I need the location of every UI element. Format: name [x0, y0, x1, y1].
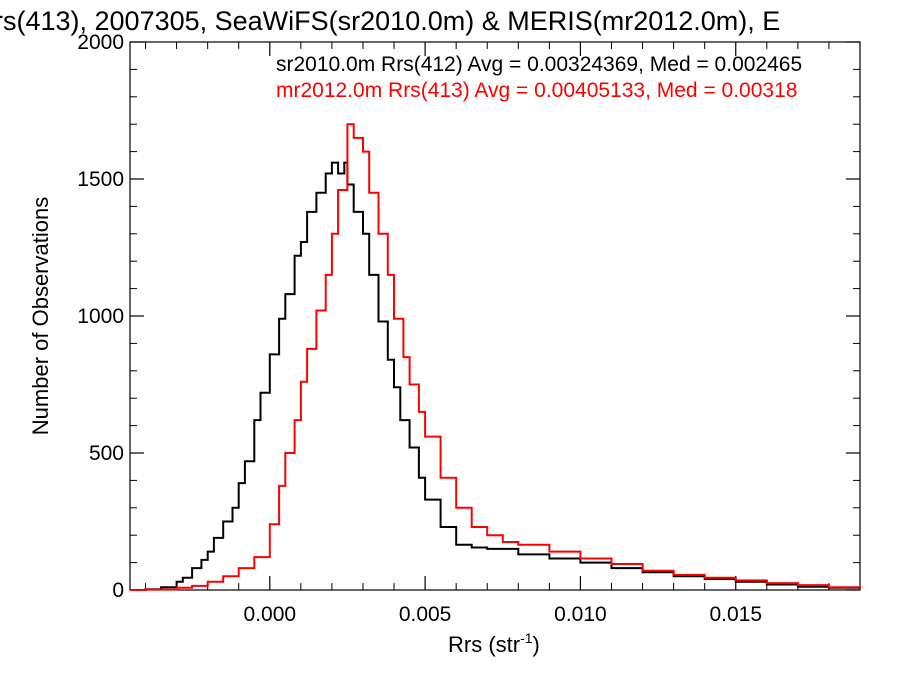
- legend-entry-series-2: mr2012.0m Rrs(413) Avg = 0.00405133, Med…: [276, 79, 797, 102]
- chart-title: rs(413), 2007305, SeaWiFS(sr2010.0m) & M…: [0, 6, 780, 36]
- series-layer: [130, 123, 861, 591]
- y-tick-label: 2000: [77, 31, 124, 54]
- x-axis-label: Rrs (str-1): [448, 630, 540, 657]
- series-line-2: [130, 123, 861, 591]
- series-line-1: [130, 161, 861, 591]
- y-tick-label: 1000: [77, 305, 124, 328]
- y-tick-label: 0: [112, 579, 124, 602]
- y-tick-label: 1500: [77, 168, 124, 191]
- y-axis-label: Number of Observations: [28, 197, 53, 435]
- axis-ticks: 0.000 0.005 0.010 0.015 0 500 1000 1500 2000: [77, 31, 861, 626]
- x-axis-label-main: Rrs (str: [448, 632, 520, 657]
- legend-entry-series-1: sr2010.0m Rrs(412) Avg = 0.00324369, Med…: [276, 53, 802, 76]
- x-tick-label: 0.015: [709, 603, 762, 626]
- y-tick-label: 500: [89, 442, 124, 465]
- x-axis-label-end: ): [533, 632, 540, 657]
- x-tick-label: 0.010: [554, 603, 607, 626]
- x-axis-label-superscript: -1: [520, 630, 533, 646]
- x-tick-label: 0.000: [244, 603, 297, 626]
- x-tick-label: 0.005: [399, 603, 452, 626]
